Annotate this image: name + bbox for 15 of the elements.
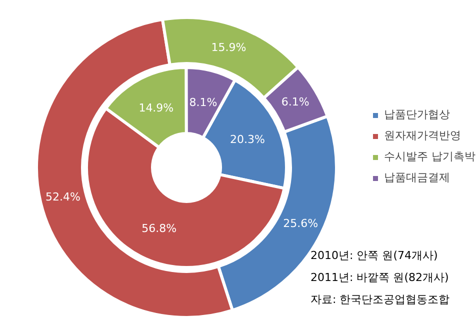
text: 2011년: 바깥쪽 원(82개사)	[310, 271, 449, 284]
legend-label: 수시발주 납기촉박	[384, 149, 476, 164]
data-label: 52.4%	[46, 190, 80, 204]
data-label: 56.8%	[142, 222, 177, 236]
data-label: 6.1%	[281, 96, 310, 109]
text: 2010년: 안쪽 원(74개사)	[310, 249, 438, 262]
data-label: 15.9%	[211, 41, 246, 54]
legend-label: 납품단가협상	[384, 107, 450, 122]
data-label: 25.6%	[283, 216, 318, 230]
text: 자료: 한국단조공업협동조합	[310, 293, 450, 306]
data-label: 8.1%	[189, 96, 218, 110]
legend-label: 납품대금결제	[384, 170, 450, 185]
data-label: 14.9%	[138, 101, 174, 114]
data-label: 20.3%	[230, 133, 265, 146]
legend-label: 원자재가격반영	[384, 128, 461, 143]
